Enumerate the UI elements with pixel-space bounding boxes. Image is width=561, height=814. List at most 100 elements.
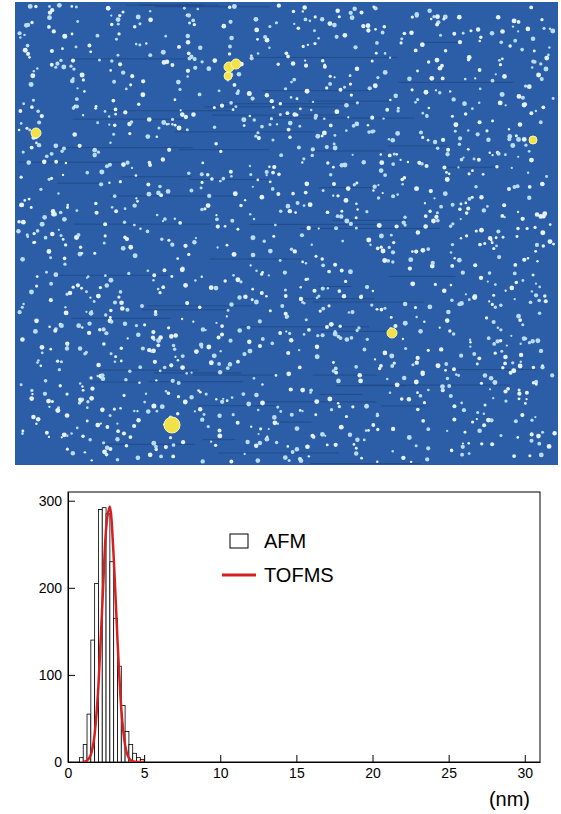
- afm-particle: [167, 123, 170, 126]
- afm-particle: [536, 260, 538, 262]
- afm-background: [15, 2, 558, 465]
- afm-particle: [249, 213, 252, 216]
- afm-particle: [36, 417, 41, 422]
- afm-particle: [16, 229, 21, 234]
- afm-particle: [198, 306, 202, 310]
- afm-particle: [50, 63, 54, 67]
- afm-particle: [244, 199, 246, 201]
- afm-particle: [527, 84, 532, 89]
- afm-particle: [403, 215, 407, 219]
- afm-particle: [114, 108, 118, 112]
- afm-particle: [400, 37, 403, 40]
- afm-particle: [98, 328, 102, 332]
- afm-particle: [75, 6, 78, 9]
- afm-particle: [520, 48, 524, 52]
- afm-particle: [439, 347, 443, 351]
- afm-particle: [214, 142, 218, 146]
- afm-particle: [314, 255, 317, 258]
- afm-particle: [260, 273, 263, 276]
- afm-particle: [55, 408, 60, 413]
- afm-particle: [116, 54, 119, 57]
- afm-particle: [26, 23, 30, 27]
- afm-particle: [441, 138, 445, 142]
- afm-particle: [52, 29, 56, 33]
- afm-particle: [89, 50, 92, 53]
- afm-particle: [548, 239, 553, 244]
- afm-particle: [469, 29, 472, 32]
- afm-particle: [535, 283, 537, 285]
- afm-particle: [164, 445, 168, 449]
- afm-particle: [438, 91, 441, 94]
- tick-mark: [68, 501, 75, 502]
- afm-particle: [530, 432, 534, 436]
- afm-particle: [345, 415, 348, 418]
- afm-particle: [71, 58, 75, 62]
- afm-particle: [254, 393, 259, 398]
- afm-particle: [543, 67, 548, 72]
- afm-particle: [478, 243, 482, 247]
- afm-particle: [464, 112, 468, 116]
- afm-particle: [512, 185, 516, 189]
- afm-particle: [81, 434, 85, 438]
- afm-particle: [49, 256, 52, 259]
- afm-particle: [377, 196, 380, 199]
- afm-particle: [123, 321, 127, 325]
- afm-particle: [425, 115, 428, 118]
- afm-particle: [462, 408, 466, 412]
- afm-particle: [220, 332, 224, 336]
- afm-particle: [305, 318, 308, 321]
- afm-particle: [476, 27, 480, 31]
- afm-particle: [499, 41, 503, 45]
- afm-particle: [294, 211, 297, 214]
- afm-particle: [19, 202, 24, 207]
- afm-particle: [119, 407, 122, 410]
- afm-particle: [228, 5, 231, 8]
- afm-particle: [114, 360, 117, 363]
- afm-particle: [59, 211, 63, 215]
- afm-particle: [311, 244, 313, 246]
- afm-particle: [434, 283, 437, 286]
- afm-particle: [529, 439, 533, 443]
- afm-particle: [348, 433, 352, 437]
- afm-particle: [391, 427, 395, 431]
- afm-particle: [414, 306, 417, 309]
- afm-particle: [309, 20, 312, 23]
- y-axis: 0100200300: [39, 493, 75, 770]
- afm-particle: [296, 114, 299, 117]
- afm-particle: [141, 346, 145, 350]
- afm-particle: [355, 438, 360, 443]
- afm-particle: [177, 359, 180, 362]
- afm-particle: [332, 195, 334, 197]
- afm-particle: [307, 328, 311, 332]
- afm-particle: [355, 216, 358, 219]
- afm-particle: [361, 24, 365, 28]
- afm-particle: [93, 300, 96, 303]
- afm-particle: [237, 295, 241, 299]
- afm-particle: [112, 99, 116, 103]
- afm-particle: [329, 124, 333, 128]
- afm-particle: [392, 241, 395, 244]
- afm-particle: [366, 238, 371, 243]
- afm-cluster: [31, 128, 41, 138]
- afm-particle: [472, 352, 476, 356]
- afm-particle: [383, 173, 387, 177]
- afm-particle: [127, 272, 130, 275]
- afm-particle: [274, 224, 277, 227]
- afm-particle: [541, 364, 544, 367]
- afm-particle: [28, 129, 31, 132]
- afm-particle: [332, 182, 336, 186]
- afm-particle: [133, 253, 138, 258]
- afm-streak: [249, 224, 381, 225]
- afm-particle: [301, 161, 303, 163]
- afm-particle: [295, 447, 300, 452]
- afm-particle: [268, 123, 271, 126]
- afm-particle: [95, 105, 98, 108]
- afm-particle: [477, 428, 482, 433]
- afm-particle: [114, 209, 118, 213]
- afm-particle: [510, 335, 512, 337]
- afm-particle: [471, 169, 474, 172]
- afm-particle: [499, 303, 503, 307]
- afm-particle: [172, 443, 176, 447]
- afm-particle: [124, 378, 128, 382]
- afm-particle: [75, 97, 79, 101]
